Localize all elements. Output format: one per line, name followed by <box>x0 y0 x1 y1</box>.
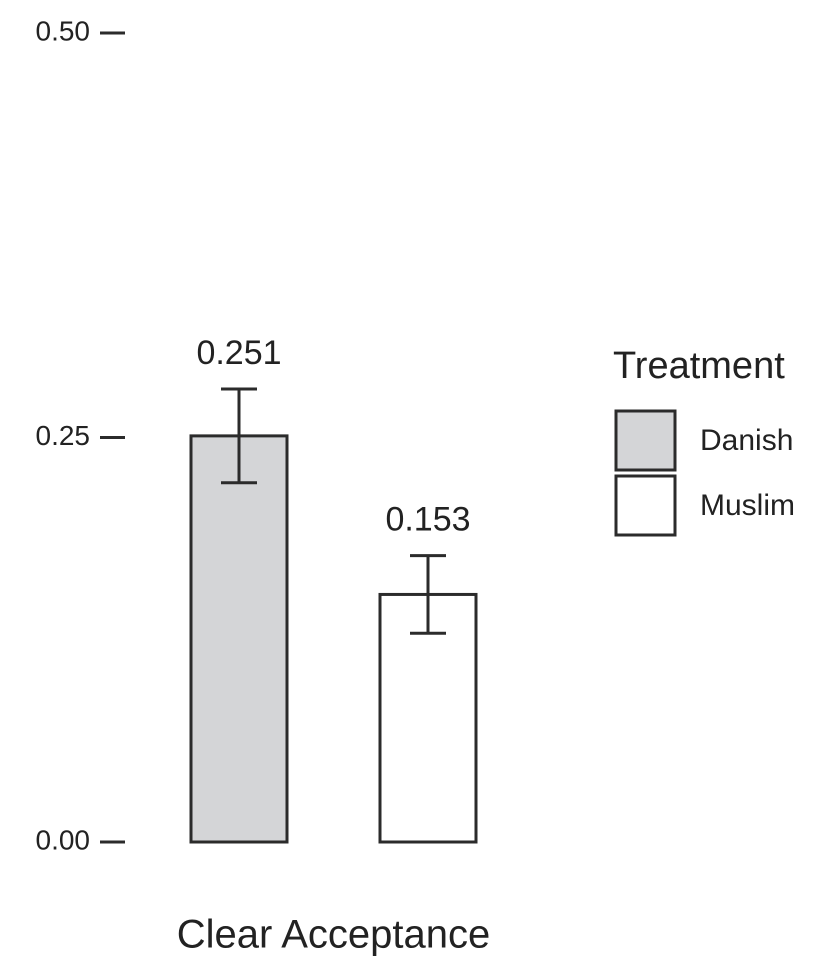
legend-swatch <box>614 474 677 537</box>
data-label: 0.251 <box>196 334 281 372</box>
legend-label: Muslim <box>700 489 795 522</box>
y-tick-label: 0.00 <box>36 824 91 855</box>
bar <box>378 592 478 844</box>
error-bar <box>221 387 257 485</box>
y-tick-label: 0.25 <box>36 420 91 451</box>
legend-swatch <box>614 409 677 472</box>
data-label: 0.153 <box>385 501 470 539</box>
y-tick-label: 0.50 <box>36 15 91 46</box>
legend-label: Danish <box>700 424 793 457</box>
error-bar <box>410 554 446 635</box>
bar <box>189 434 289 844</box>
x-tick-label: Clear Acceptance <box>177 913 491 957</box>
legend-title: Treatment <box>613 345 785 387</box>
